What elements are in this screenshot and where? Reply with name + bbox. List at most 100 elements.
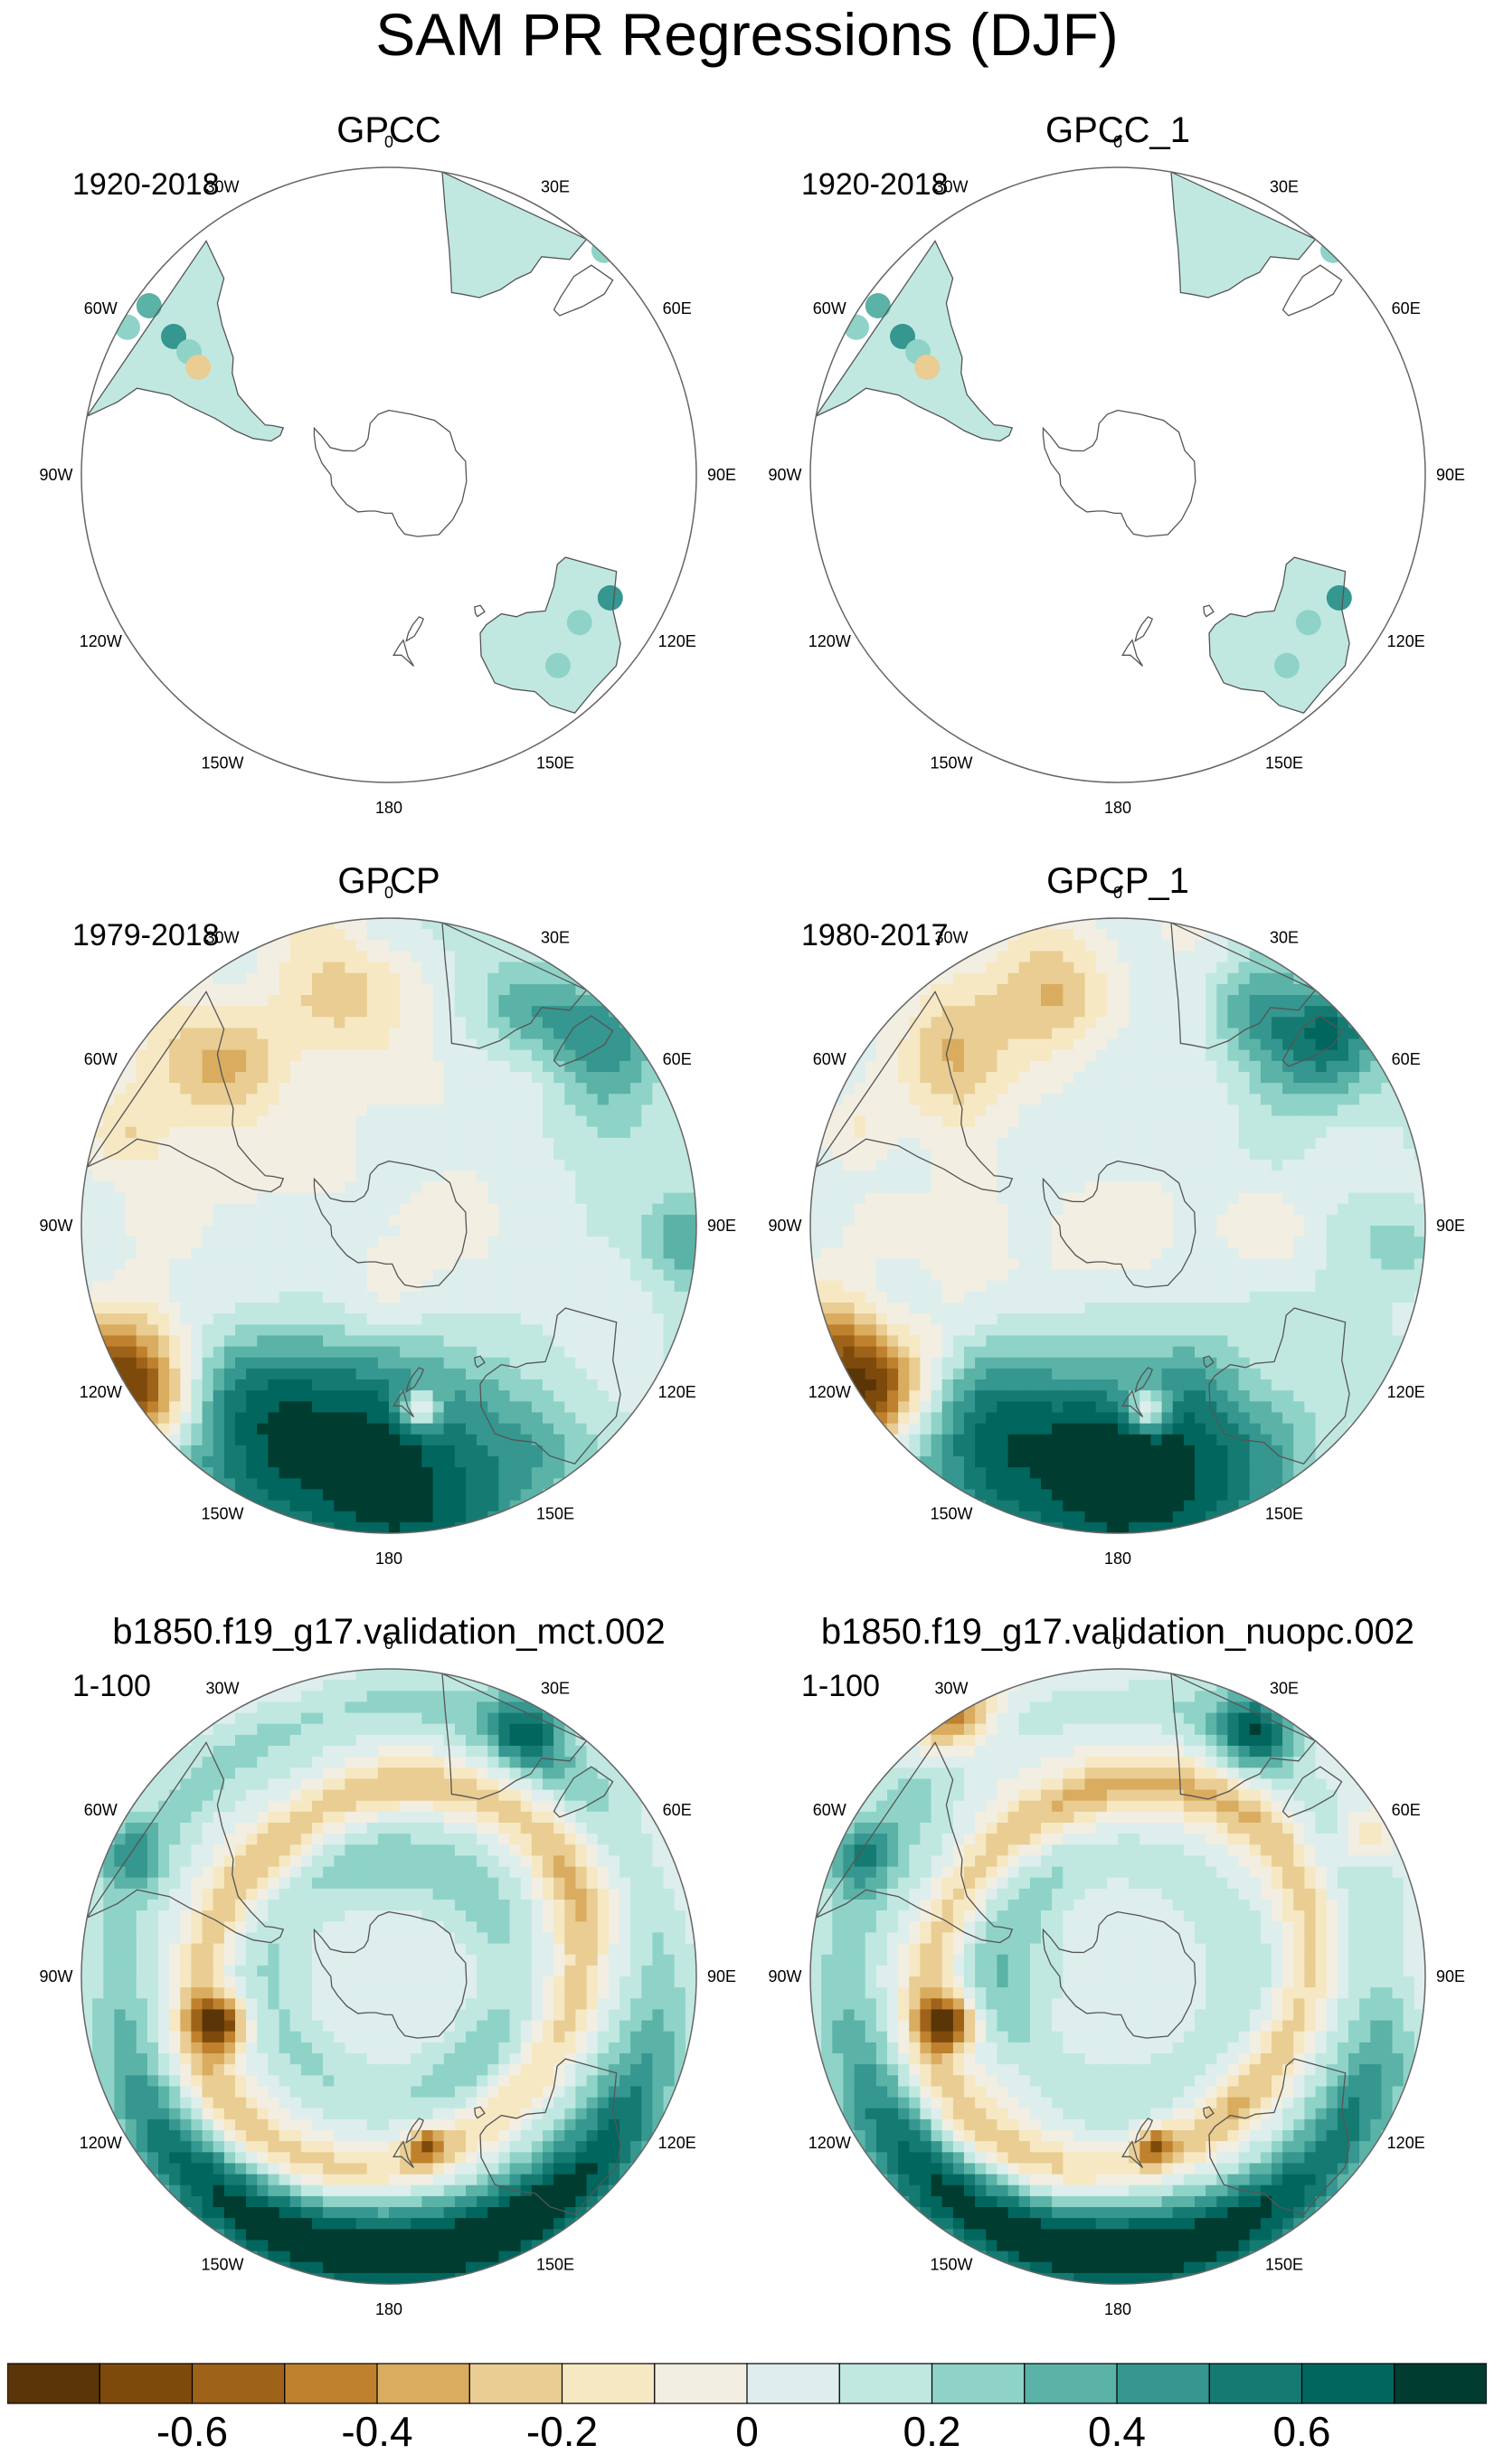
field-cell [1293, 1226, 1305, 1237]
field-cell [202, 1291, 214, 1303]
field-cell [1249, 1423, 1262, 1436]
field-cell [1260, 1423, 1272, 1436]
field-cell [246, 1137, 258, 1150]
field-cell [1118, 1423, 1130, 1436]
field-cell [875, 1346, 888, 1359]
field-cell [411, 1291, 422, 1303]
field-cell [810, 1226, 822, 1237]
field-cell [235, 1324, 247, 1336]
field-cell [377, 1226, 390, 1237]
field-cell [443, 1017, 456, 1028]
field-cell [843, 1247, 856, 1259]
field-cell [114, 1115, 127, 1128]
field-cell [652, 1149, 665, 1161]
field-cell [964, 1390, 976, 1402]
field-cell [377, 983, 390, 996]
field-cell [887, 1390, 899, 1402]
field-cell [920, 1313, 932, 1325]
field-cell [920, 1357, 932, 1369]
field-cell [345, 1226, 357, 1237]
field-cell [586, 995, 599, 1007]
field-cell [975, 1072, 987, 1084]
field-cell [191, 1115, 203, 1128]
field-cell [1206, 1291, 1217, 1303]
field-cell [487, 1423, 499, 1436]
field-cell [1282, 1149, 1294, 1161]
field-cell [1206, 1181, 1217, 1194]
field-cell [1084, 1115, 1097, 1128]
field-cell [1095, 1247, 1108, 1259]
field-cell [1282, 1423, 1294, 1436]
field-cell [235, 1346, 247, 1359]
field-cell [498, 995, 511, 1007]
field-cell [400, 1181, 411, 1194]
field-cell [312, 1060, 324, 1073]
field-cell [411, 1038, 422, 1051]
field-cell [411, 1335, 422, 1348]
field-cell [466, 1303, 478, 1314]
field-cell [1029, 1368, 1042, 1380]
field-cell [1073, 1346, 1086, 1359]
field-cell [477, 1313, 488, 1325]
field-cell [1172, 1258, 1185, 1271]
field-cell [223, 1017, 236, 1028]
field-cell [1293, 962, 1305, 974]
field-cell [575, 1247, 588, 1259]
field-cell [432, 1006, 445, 1018]
field-cell [865, 1170, 877, 1182]
field-cell [345, 1137, 357, 1150]
field-cell [377, 1038, 390, 1051]
field-cell [1007, 1006, 1020, 1018]
field-cell [1161, 1324, 1174, 1336]
field-cell [1018, 1214, 1031, 1227]
field-cell [619, 1149, 631, 1161]
field-cell [300, 1269, 313, 1282]
field-cell [964, 1115, 976, 1128]
field-cell [289, 1357, 302, 1369]
field-cell [575, 1324, 588, 1336]
field-cell [1272, 1368, 1283, 1380]
field-cell [1118, 1445, 1130, 1457]
field-cell [300, 1104, 313, 1117]
field-cell [997, 1390, 1009, 1402]
field-cell [1238, 1226, 1251, 1237]
field-cell [223, 1368, 236, 1380]
field-cell [147, 1401, 159, 1413]
field-cell [630, 1313, 642, 1325]
field-cell [213, 1192, 225, 1205]
field-cell [355, 1467, 368, 1479]
field-cell [1073, 983, 1086, 996]
field-cell [169, 1291, 181, 1303]
field-cell [997, 1489, 1009, 1502]
field-cell [125, 1214, 137, 1227]
field-cell [1041, 1137, 1053, 1150]
field-cell [1282, 1115, 1294, 1128]
field-cell [1183, 1434, 1196, 1446]
field-cell [652, 1357, 665, 1369]
field-cell [432, 1094, 445, 1105]
field-cell [454, 929, 467, 941]
field-cell [389, 1401, 401, 1413]
field-cell [1041, 1115, 1053, 1128]
field-cell [1150, 962, 1163, 974]
field-cell [630, 1346, 642, 1359]
field-cell [279, 1072, 291, 1084]
field-cell [1073, 1521, 1086, 1533]
field-cell [1172, 1500, 1185, 1512]
field-cell [641, 1269, 653, 1282]
field-cell [289, 1489, 302, 1502]
field-cell [279, 1083, 291, 1095]
field-cell [531, 1434, 544, 1446]
field-cell [223, 1390, 236, 1402]
field-cell [366, 1192, 379, 1205]
field-cell [1315, 1335, 1328, 1348]
field-cell [300, 1335, 313, 1348]
field-cell [432, 1038, 445, 1051]
field-cell [158, 1324, 170, 1336]
field-cell [389, 1346, 401, 1359]
field-cell [235, 1094, 247, 1105]
field-cell [1041, 1083, 1053, 1095]
field-cell [466, 1049, 478, 1062]
field-cell [1018, 1049, 1031, 1062]
field-cell [1084, 1521, 1097, 1533]
